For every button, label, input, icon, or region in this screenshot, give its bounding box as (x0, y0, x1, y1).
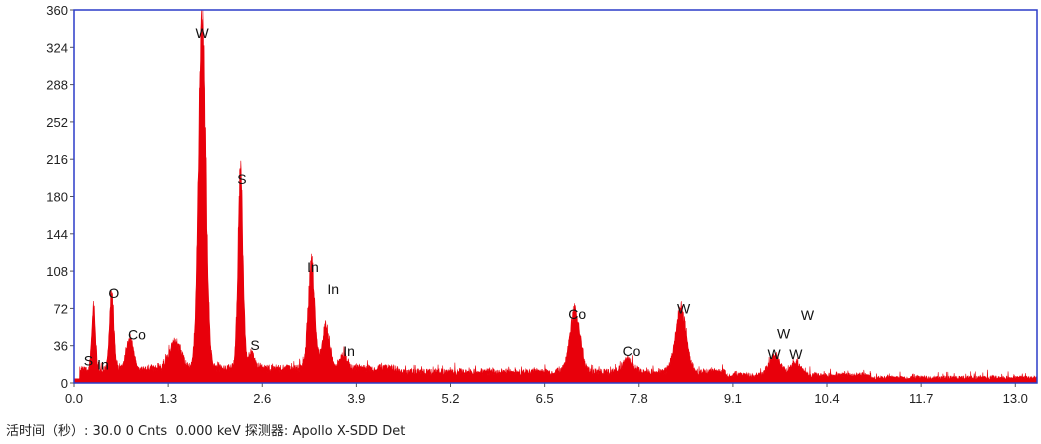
peak-label: Co (128, 326, 146, 342)
peak-label: Co (568, 306, 586, 322)
energy-value: 0.000 keV (175, 424, 241, 439)
peak-label: S (250, 337, 259, 353)
plot-border (73, 9, 1038, 384)
peak-label: Co (623, 343, 641, 359)
x-tick-label: 3.9 (347, 391, 365, 406)
peak-label: W (677, 301, 691, 317)
peak-label: W (777, 325, 791, 341)
y-tick-label: 324 (46, 40, 68, 55)
peak-label: In (343, 343, 355, 359)
x-tick-label: 13.0 (1003, 391, 1028, 406)
peak-label: In (327, 281, 339, 297)
x-tick-label: 10.4 (814, 391, 839, 406)
status-bar: 活时间（秒）: 30.0 0 Cnts 0.000 keV 探测器: Apoll… (6, 420, 405, 439)
x-tick-label: 6.5 (536, 391, 554, 406)
detector-value: Apollo X-SDD Det (292, 424, 406, 439)
y-tick-label: 36 (54, 339, 68, 354)
y-tick-label: 108 (46, 264, 68, 279)
x-tick-label: 5.2 (441, 391, 459, 406)
peak-label: W (196, 25, 210, 41)
x-tick-label: 1.3 (159, 391, 177, 406)
counts-value: 0 Cnts (125, 424, 168, 439)
peak-label: W (768, 346, 782, 362)
x-tick-label: 2.6 (253, 391, 271, 406)
y-tick-label: 72 (54, 301, 68, 316)
detector-label: 探测器: (244, 424, 293, 439)
y-tick-label: 0 (61, 376, 68, 391)
y-tick-label: 288 (46, 78, 68, 93)
y-tick-label: 252 (46, 115, 68, 130)
peak-label: In (307, 259, 319, 275)
spectrum-series (73, 9, 1038, 384)
y-tick-label: 180 (46, 190, 68, 205)
axes: 0 36 72 108 144 180 216 252 288 324 360 0.0 1.3 2.6 3.… (46, 3, 1028, 406)
peak-label: S (84, 352, 93, 368)
peak-label: In (97, 357, 109, 373)
peak-label: S (237, 171, 246, 187)
x-tick-label: 11.7 (909, 391, 933, 406)
y-tick-label: 360 (46, 3, 68, 18)
x-tick-label: 7.8 (630, 391, 648, 406)
live-time-label: 活时间（秒）: (6, 424, 93, 439)
peak-label: W (801, 307, 815, 323)
live-time-value: 30.0 (92, 424, 122, 439)
y-tick-label: 216 (46, 152, 68, 167)
peak-label: O (108, 285, 119, 301)
peak-label: W (789, 346, 803, 362)
spectrum-area (73, 9, 1038, 384)
y-tick-label: 144 (46, 227, 68, 242)
x-tick-label: 9.1 (724, 391, 742, 406)
x-tick-label: 0.0 (65, 391, 83, 406)
